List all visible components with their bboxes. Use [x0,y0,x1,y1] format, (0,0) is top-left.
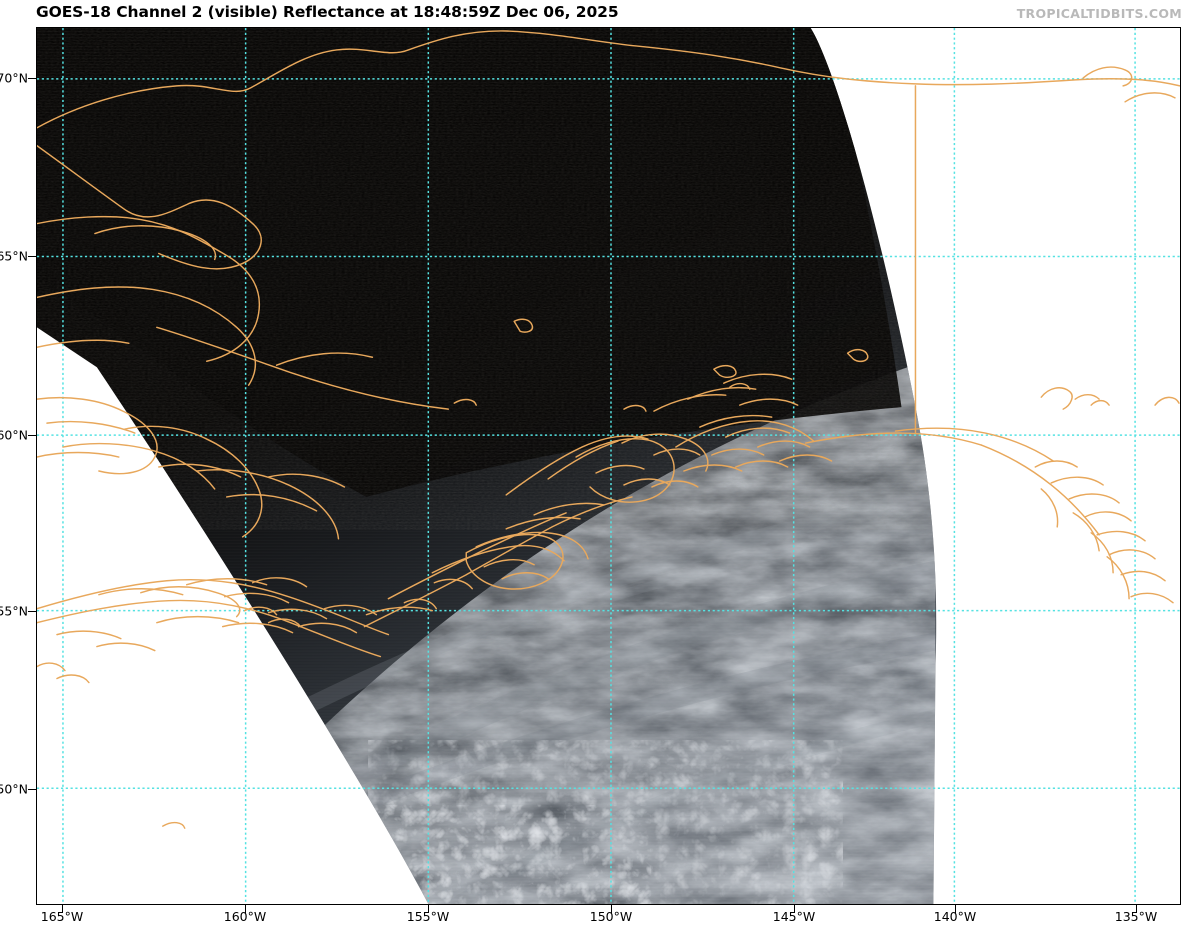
tick-mark-lat-55 [28,611,36,612]
axis-label-lon-160: 160°W [223,909,267,924]
axis-label-lat-70: 70°N [0,70,28,86]
tick-mark-lat-50 [28,789,36,790]
tick-mark-lon-160 [245,905,246,913]
scan-edge-east [890,407,1180,904]
tick-mark-lat-60 [28,435,36,436]
tick-mark-lon-150 [611,905,612,913]
axis-label-lon-150: 150°W [589,909,633,924]
tick-mark-lon-135 [1136,905,1137,913]
axis-label-lat-65: 65°N [0,248,28,264]
axis-label-lon-165: 165°W [40,909,84,924]
tick-mark-lat-65 [28,256,36,257]
tick-mark-lat-70 [28,78,36,79]
axis-label-lon-145: 145°W [772,909,816,924]
satellite-raster [37,28,1180,904]
axis-label-lat-60: 60°N [0,427,28,443]
site-watermark: TROPICALTIDBITS.COM [1016,6,1182,21]
page-title: GOES-18 Channel 2 (visible) Reflectance … [36,3,619,21]
coastline-overlay [37,30,1180,829]
latlon-graticule [37,28,1180,904]
axis-label-lon-135: 135°W [1114,909,1158,924]
axis-label-lon-140: 140°W [933,909,977,924]
axis-label-lat-55: 55°N [0,603,28,619]
tick-mark-lon-165 [62,905,63,913]
tick-mark-lon-155 [428,905,429,913]
tick-mark-lon-140 [955,905,956,913]
scan-sector [37,28,937,904]
tick-mark-lon-145 [794,905,795,913]
axis-label-lat-50: 50°N [0,781,28,797]
satellite-image-plot[interactable] [36,27,1181,905]
axis-label-lon-155: 155°W [406,909,450,924]
